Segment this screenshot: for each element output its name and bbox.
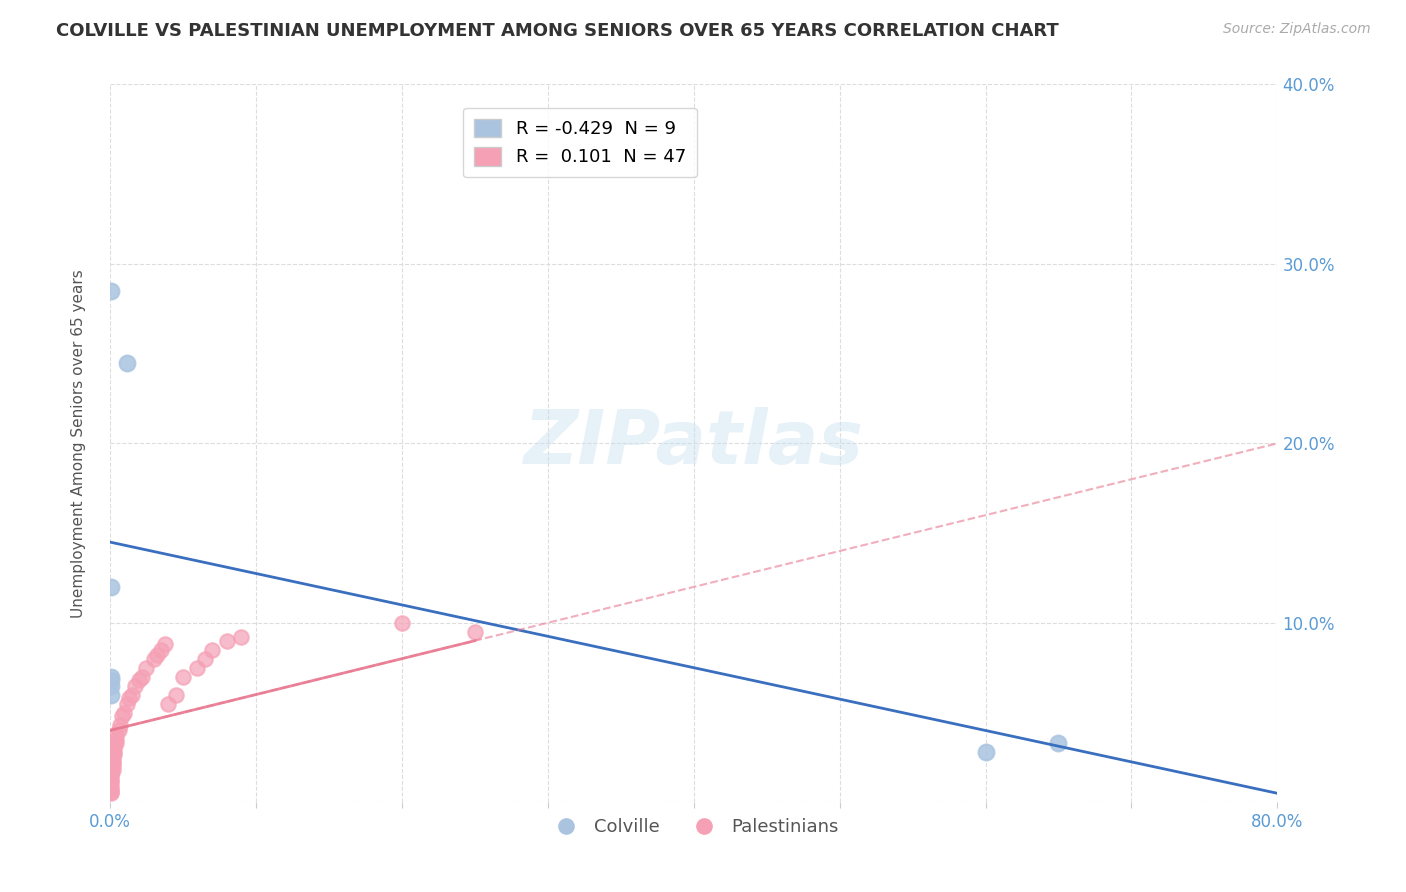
Point [100,782,122,797]
Point [101,759,124,773]
Point [100,670,122,684]
Point [103,747,125,761]
Point [100,786,122,800]
Point [101,756,124,770]
Point [142,651,165,665]
Point [104,732,127,747]
Point [100,688,122,702]
Point [391,615,413,630]
Point [103,738,125,752]
Point [114,706,136,720]
Point [100,784,122,798]
Point [100,673,122,688]
Point [131,670,153,684]
Point [100,768,122,782]
Point [100,764,122,779]
Point [128,673,150,688]
Text: ZIPatlas: ZIPatlas [523,407,863,480]
Point [974,745,997,759]
Point [145,648,167,662]
Point [231,630,253,644]
Point [149,642,172,657]
Point [101,754,124,768]
Point [100,679,122,693]
Legend: Colville, Palestinians: Colville, Palestinians [541,811,846,844]
Point [107,723,129,738]
Point [121,688,143,702]
Point [101,750,124,764]
Point [215,633,238,648]
Point [1047,736,1070,750]
Point [100,580,122,594]
Point [100,766,122,780]
Point [464,624,486,639]
Point [117,356,139,370]
Point [155,637,177,651]
Point [104,727,127,741]
Point [101,763,124,777]
Point [100,780,122,795]
Text: Source: ZipAtlas.com: Source: ZipAtlas.com [1223,22,1371,37]
Point [117,697,139,711]
Point [104,736,127,750]
Y-axis label: Unemployment Among Seniors over 65 years: Unemployment Among Seniors over 65 years [72,269,86,618]
Point [172,670,194,684]
Point [100,773,122,788]
Point [103,745,125,759]
Point [124,679,146,693]
Point [110,709,132,723]
Point [103,741,125,756]
Point [157,697,180,711]
Point [118,691,141,706]
Point [186,661,208,675]
Point [201,642,224,657]
Point [100,772,122,786]
Point [108,718,131,732]
Point [165,688,187,702]
Point [100,777,122,791]
Point [194,651,217,665]
Point [135,661,157,675]
Text: COLVILLE VS PALESTINIAN UNEMPLOYMENT AMONG SENIORS OVER 65 YEARS CORRELATION CHA: COLVILLE VS PALESTINIAN UNEMPLOYMENT AMO… [56,22,1059,40]
Point [100,284,122,298]
